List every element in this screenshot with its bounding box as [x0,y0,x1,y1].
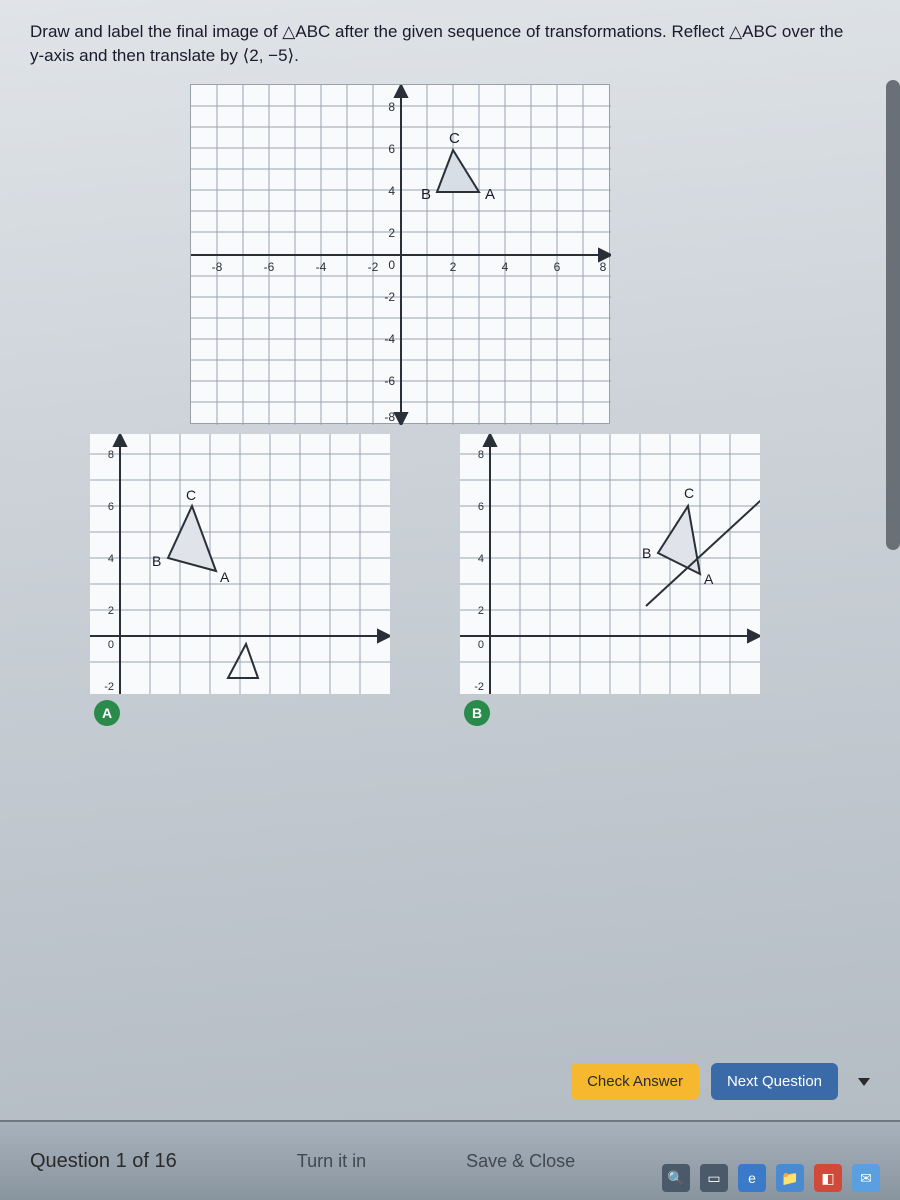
choice-a-grid: 8 6 4 2 0 -2 A B C [90,434,390,694]
question-line-2: y-axis and then translate by ⟨2, −5⟩. [30,46,299,65]
footer-links: Turn it in Save & Close [297,1151,575,1172]
svg-text:B: B [152,553,161,569]
svg-text:-8: -8 [384,410,395,424]
choice-b-grid: 8 6 4 2 0 -2 A B C [460,434,760,694]
vertex-label-a: A [485,186,495,203]
choice-badge-b: B [464,700,490,726]
svg-text:-4: -4 [384,332,395,346]
choice-a[interactable]: 8 6 4 2 0 -2 A B C A [90,434,390,726]
footer-bar: Question 1 of 16 Turn it in Save & Close… [0,1120,900,1200]
svg-text:-6: -6 [384,374,395,388]
window-icon[interactable]: ▭ [700,1164,728,1192]
svg-text:-6: -6 [264,260,275,274]
svg-text:-2: -2 [368,260,379,274]
svg-text:8: 8 [108,449,114,461]
edge-icon[interactable]: e [738,1164,766,1192]
choice-b-svg: 8 6 4 2 0 -2 A B C [460,434,760,694]
svg-text:-8: -8 [212,260,223,274]
svg-text:-2: -2 [474,681,484,693]
svg-text:4: 4 [478,553,484,565]
main-grid-container: 8 6 4 2 0 -2 -4 -6 -8 -8 -6 -4 -2 2 4 6 8 A B C [190,84,880,424]
svg-text:2: 2 [450,260,457,274]
svg-text:8: 8 [388,100,395,114]
svg-text:B: B [642,545,651,561]
action-buttons: Check Answer Next Question [571,1063,870,1100]
choice-a-svg: 8 6 4 2 0 -2 A B C [90,434,390,694]
svg-text:2: 2 [388,226,395,240]
save-close-link[interactable]: Save & Close [466,1151,575,1172]
folder-icon[interactable]: 📁 [776,1164,804,1192]
svg-text:2: 2 [108,605,114,617]
svg-text:8: 8 [600,260,607,274]
question-text: Draw and label the final image of △ABC a… [30,20,880,68]
choice-b[interactable]: 8 6 4 2 0 -2 A B C B [460,434,760,726]
svg-text:-4: -4 [316,260,327,274]
svg-text:A: A [704,571,714,587]
svg-text:C: C [186,487,196,503]
svg-text:2: 2 [478,605,484,617]
main-coordinate-grid[interactable]: 8 6 4 2 0 -2 -4 -6 -8 -8 -6 -4 -2 2 4 6 8 A B C [190,84,610,424]
svg-text:4: 4 [502,260,509,274]
svg-text:A: A [220,569,230,585]
choice-badge-a: A [94,700,120,726]
scrollbar[interactable] [886,80,900,550]
svg-text:0: 0 [478,639,484,651]
svg-text:4: 4 [108,553,114,565]
svg-text:0: 0 [388,258,395,272]
svg-text:6: 6 [554,260,561,274]
mail-icon[interactable]: ✉ [852,1164,880,1192]
svg-text:6: 6 [388,142,395,156]
search-icon[interactable]: 🔍 [662,1164,690,1192]
main-grid-svg: 8 6 4 2 0 -2 -4 -6 -8 -8 -6 -4 -2 2 4 6 8 A B C [191,85,611,425]
svg-text:0: 0 [108,639,114,651]
triangle-abc [437,150,479,192]
svg-text:6: 6 [478,501,484,513]
svg-text:4: 4 [388,184,395,198]
vertex-label-c: C [449,130,460,147]
svg-text:-2: -2 [104,681,114,693]
svg-text:-2: -2 [384,290,395,304]
question-panel: Draw and label the final image of △ABC a… [0,0,900,1120]
next-question-button[interactable]: Next Question [711,1063,838,1100]
taskbar-icons: 🔍 ▭ e 📁 ◧ ✉ [662,1164,880,1192]
question-line-1: Draw and label the final image of △ABC a… [30,22,843,41]
svg-text:6: 6 [108,501,114,513]
check-answer-button[interactable]: Check Answer [571,1063,699,1100]
app-icon[interactable]: ◧ [814,1164,842,1192]
vertex-label-b: B [421,186,431,203]
svg-text:C: C [684,485,694,501]
question-counter: Question 1 of 16 [30,1150,177,1173]
chevron-down-icon[interactable] [858,1078,870,1086]
svg-text:8: 8 [478,449,484,461]
turn-in-link[interactable]: Turn it in [297,1151,366,1172]
answer-choices: 8 6 4 2 0 -2 A B C A [90,434,880,726]
